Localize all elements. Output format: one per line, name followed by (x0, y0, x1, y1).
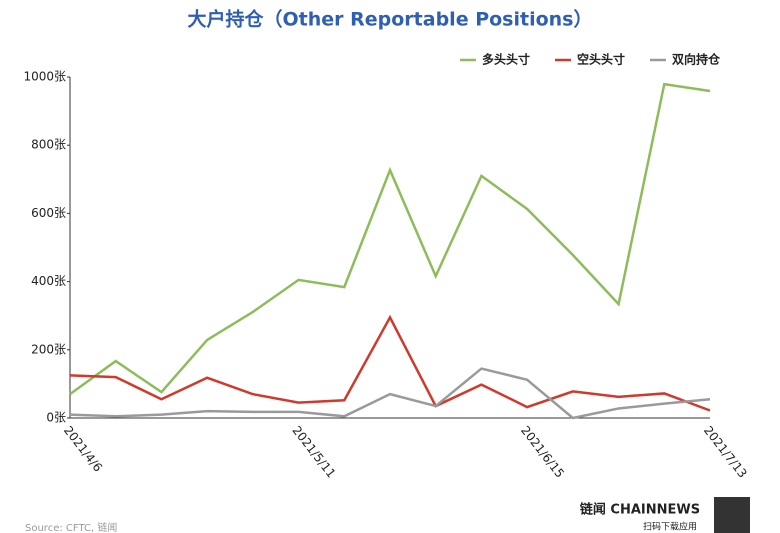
brand: 链闻 CHAINNEWS (579, 502, 700, 518)
line (69, 314, 711, 412)
x-tick-label: 2021/6/15 (518, 423, 567, 480)
x-tick-label: 2021/7/13 (701, 423, 750, 480)
legend-label: 空头头寸 (577, 52, 625, 67)
y-tick-label: 200张 (31, 342, 66, 356)
x-tick-label: 2021/4/6 (61, 423, 105, 474)
legend-label: 多头头寸 (482, 52, 530, 67)
y-tick-label: 0张 (46, 411, 66, 425)
source: Source: CFTC, 链闻 (25, 521, 117, 533)
y-tick-label: 1000张 (23, 70, 66, 84)
chart-title: 大户持仓（Other Reportable Positions） (188, 8, 593, 31)
line (69, 82, 711, 396)
line (69, 367, 711, 420)
x-tick-label: 2021/5/11 (289, 423, 338, 480)
legend-label: 双向持仓 (672, 52, 721, 67)
y-tick-label: 800张 (31, 138, 66, 152)
qr-code (714, 497, 750, 533)
brand-sub: 扫码下载应用 (643, 521, 697, 533)
y-tick-label: 400张 (31, 274, 66, 288)
y-tick-label: 600张 (31, 206, 66, 220)
